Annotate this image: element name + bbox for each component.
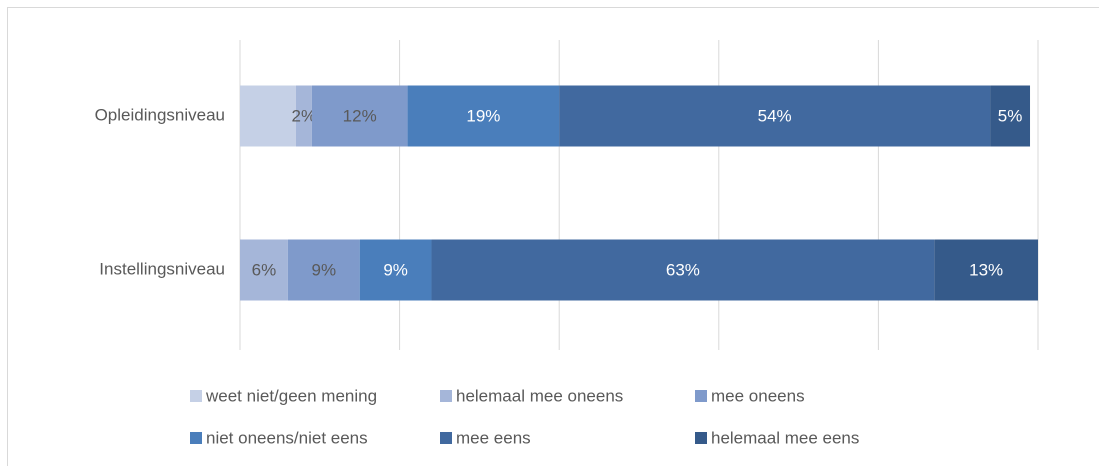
bar-segment <box>431 239 935 301</box>
bar-segment <box>559 85 991 147</box>
value-label: 6% <box>252 260 277 279</box>
legend-swatch <box>440 390 452 402</box>
value-label: 13% <box>969 260 1003 279</box>
legend-label: helemaal mee oneens <box>456 386 623 405</box>
legend-swatch <box>440 432 452 444</box>
legend-label: weet niet/geen mening <box>205 386 377 405</box>
bar-segment <box>240 85 296 147</box>
legend-label: mee eens <box>456 428 531 447</box>
bar-segment <box>311 85 408 147</box>
bar-segment <box>934 239 1038 301</box>
legend-label: helemaal mee eens <box>711 428 859 447</box>
legend-label: mee oneens <box>711 386 805 405</box>
value-label: 12% <box>343 106 377 125</box>
bar-segment <box>407 85 560 147</box>
value-label: 63% <box>666 260 700 279</box>
legend-swatch <box>190 390 202 402</box>
bar-segment <box>240 239 288 301</box>
bar-segment <box>287 239 360 301</box>
bar-segment <box>990 85 1031 147</box>
category-label: Opleidingsniveau <box>95 105 225 124</box>
category-label: Instellingsniveau <box>99 259 225 278</box>
legend-swatch <box>695 432 707 444</box>
value-label: 19% <box>466 106 500 125</box>
value-label: 54% <box>758 106 792 125</box>
legend-swatch <box>695 390 707 402</box>
value-label: 2% <box>292 106 317 125</box>
bar-segment <box>295 85 312 147</box>
legend-swatch <box>190 432 202 444</box>
value-label: 9% <box>383 260 408 279</box>
chart-border <box>7 7 1099 466</box>
value-label: 9% <box>312 260 337 279</box>
bar-segment <box>359 239 432 301</box>
legend-label: niet oneens/niet eens <box>206 428 368 447</box>
value-label: 5% <box>998 106 1023 125</box>
